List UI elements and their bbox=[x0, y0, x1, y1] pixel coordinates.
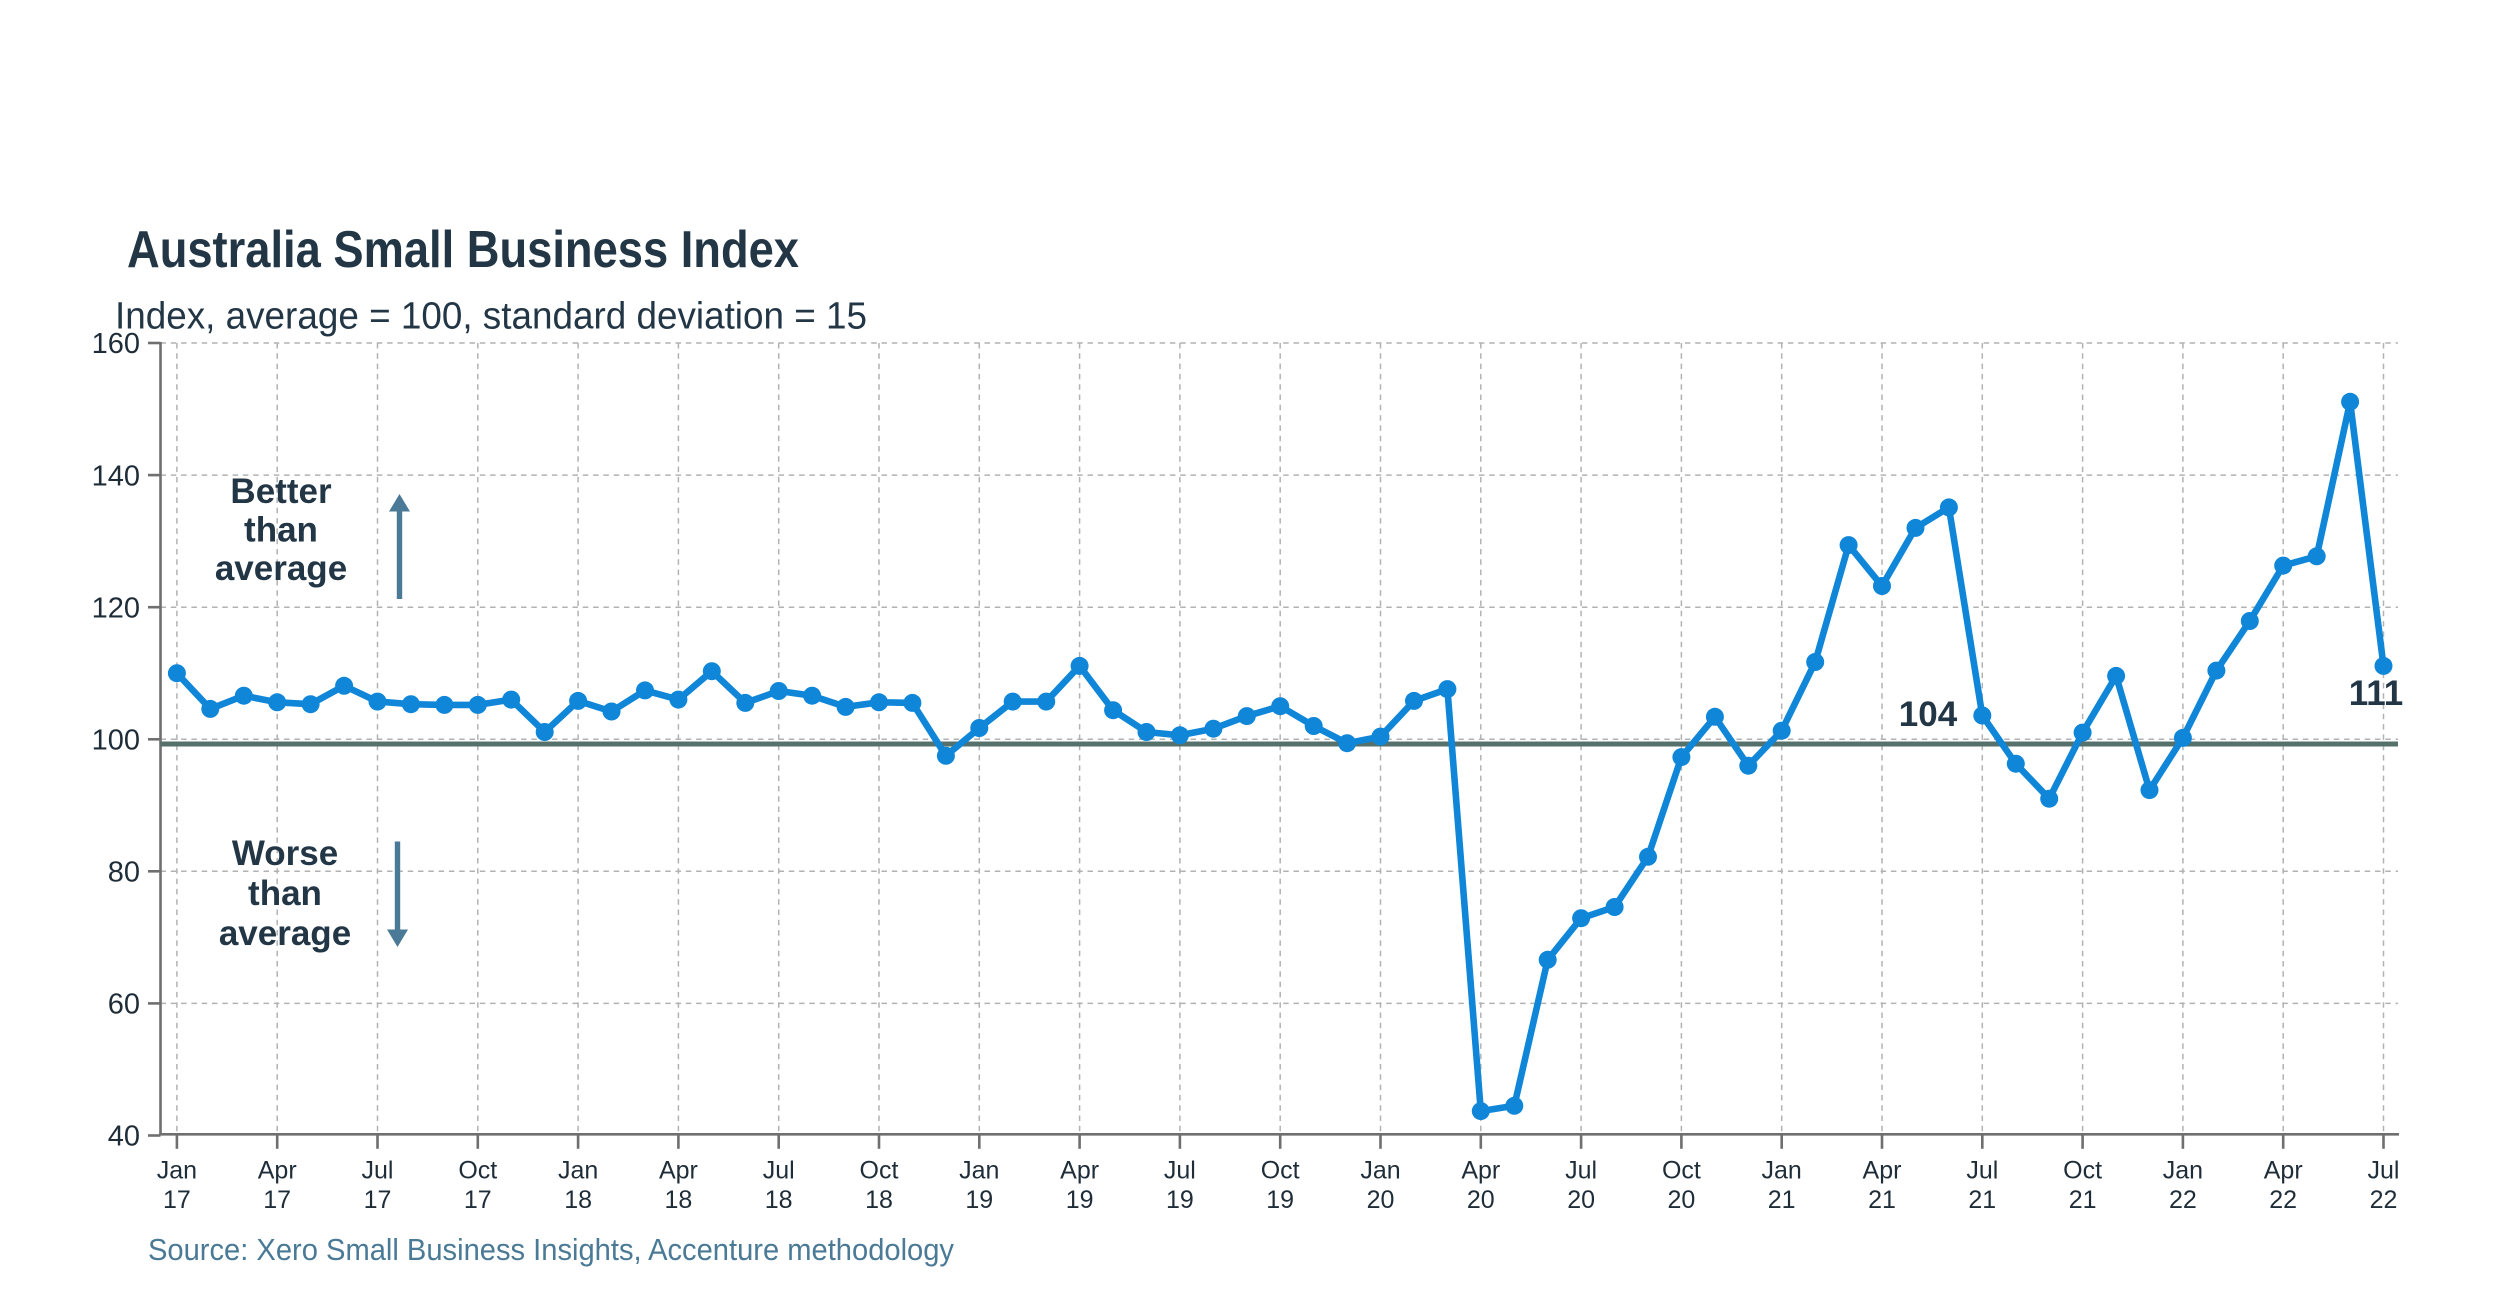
svg-text:21: 21 bbox=[1868, 1186, 1896, 1214]
svg-text:Apr: Apr bbox=[1863, 1157, 1902, 1185]
svg-text:20: 20 bbox=[1367, 1186, 1395, 1214]
svg-text:Oct: Oct bbox=[1662, 1157, 1701, 1185]
svg-text:than: than bbox=[248, 874, 322, 913]
svg-text:Jan: Jan bbox=[959, 1157, 999, 1185]
svg-text:17: 17 bbox=[464, 1186, 492, 1214]
svg-text:19: 19 bbox=[1166, 1186, 1194, 1214]
svg-text:Oct: Oct bbox=[1261, 1157, 1300, 1185]
svg-text:Oct: Oct bbox=[458, 1157, 497, 1185]
svg-text:Apr: Apr bbox=[1060, 1157, 1099, 1185]
svg-text:21: 21 bbox=[1968, 1186, 1996, 1214]
svg-text:Jan: Jan bbox=[157, 1157, 197, 1185]
svg-text:Australia Small Business Index: Australia Small Business Index bbox=[127, 221, 799, 279]
svg-text:17: 17 bbox=[263, 1186, 291, 1214]
svg-text:Jul: Jul bbox=[763, 1157, 795, 1185]
svg-text:18: 18 bbox=[865, 1186, 893, 1214]
svg-text:Jul: Jul bbox=[1966, 1157, 1998, 1185]
svg-text:111: 111 bbox=[2349, 674, 2404, 713]
svg-text:22: 22 bbox=[2370, 1186, 2398, 1214]
svg-text:20: 20 bbox=[1667, 1186, 1695, 1214]
svg-text:Apr: Apr bbox=[2264, 1157, 2303, 1185]
svg-text:100: 100 bbox=[92, 725, 140, 757]
svg-text:Jan: Jan bbox=[2163, 1157, 2203, 1185]
svg-text:Apr: Apr bbox=[258, 1157, 297, 1185]
svg-text:17: 17 bbox=[364, 1186, 392, 1214]
svg-text:104: 104 bbox=[1899, 695, 1958, 734]
svg-text:Jul: Jul bbox=[1164, 1157, 1196, 1185]
svg-text:Index, average = 100, standard: Index, average = 100, standard deviation… bbox=[115, 296, 867, 338]
svg-text:Jul: Jul bbox=[2368, 1157, 2400, 1185]
svg-text:Apr: Apr bbox=[1461, 1157, 1500, 1185]
svg-text:60: 60 bbox=[108, 989, 140, 1021]
svg-text:19: 19 bbox=[1266, 1186, 1294, 1214]
svg-text:17: 17 bbox=[163, 1186, 191, 1214]
svg-text:22: 22 bbox=[2269, 1186, 2297, 1214]
svg-text:140: 140 bbox=[92, 460, 140, 492]
svg-text:Apr: Apr bbox=[659, 1157, 698, 1185]
svg-text:19: 19 bbox=[965, 1186, 993, 1214]
svg-text:22: 22 bbox=[2169, 1186, 2197, 1214]
svg-text:18: 18 bbox=[564, 1186, 592, 1214]
svg-text:Better: Better bbox=[230, 472, 332, 511]
svg-text:80: 80 bbox=[108, 857, 140, 889]
svg-text:40: 40 bbox=[108, 1121, 140, 1153]
svg-text:than: than bbox=[244, 511, 318, 550]
svg-text:Jan: Jan bbox=[558, 1157, 598, 1185]
svg-text:120: 120 bbox=[92, 592, 140, 624]
svg-text:21: 21 bbox=[2069, 1186, 2097, 1214]
svg-text:Jul: Jul bbox=[362, 1157, 394, 1185]
svg-text:20: 20 bbox=[1467, 1186, 1495, 1214]
svg-text:18: 18 bbox=[765, 1186, 793, 1214]
svg-text:average: average bbox=[219, 914, 351, 953]
svg-text:160: 160 bbox=[92, 328, 140, 360]
svg-text:Oct: Oct bbox=[860, 1157, 899, 1185]
svg-text:20: 20 bbox=[1567, 1186, 1595, 1214]
svg-text:Jul: Jul bbox=[1565, 1157, 1597, 1185]
svg-text:Worse: Worse bbox=[232, 834, 338, 873]
svg-text:Oct: Oct bbox=[2063, 1157, 2102, 1185]
svg-text:Source: Xero Small Business In: Source: Xero Small Business Insights, Ac… bbox=[148, 1232, 954, 1267]
svg-text:average: average bbox=[215, 549, 347, 588]
svg-text:Jan: Jan bbox=[1762, 1157, 1802, 1185]
svg-text:18: 18 bbox=[664, 1186, 692, 1214]
svg-text:Jan: Jan bbox=[1360, 1157, 1400, 1185]
svg-text:19: 19 bbox=[1066, 1186, 1094, 1214]
svg-text:21: 21 bbox=[1768, 1186, 1796, 1214]
